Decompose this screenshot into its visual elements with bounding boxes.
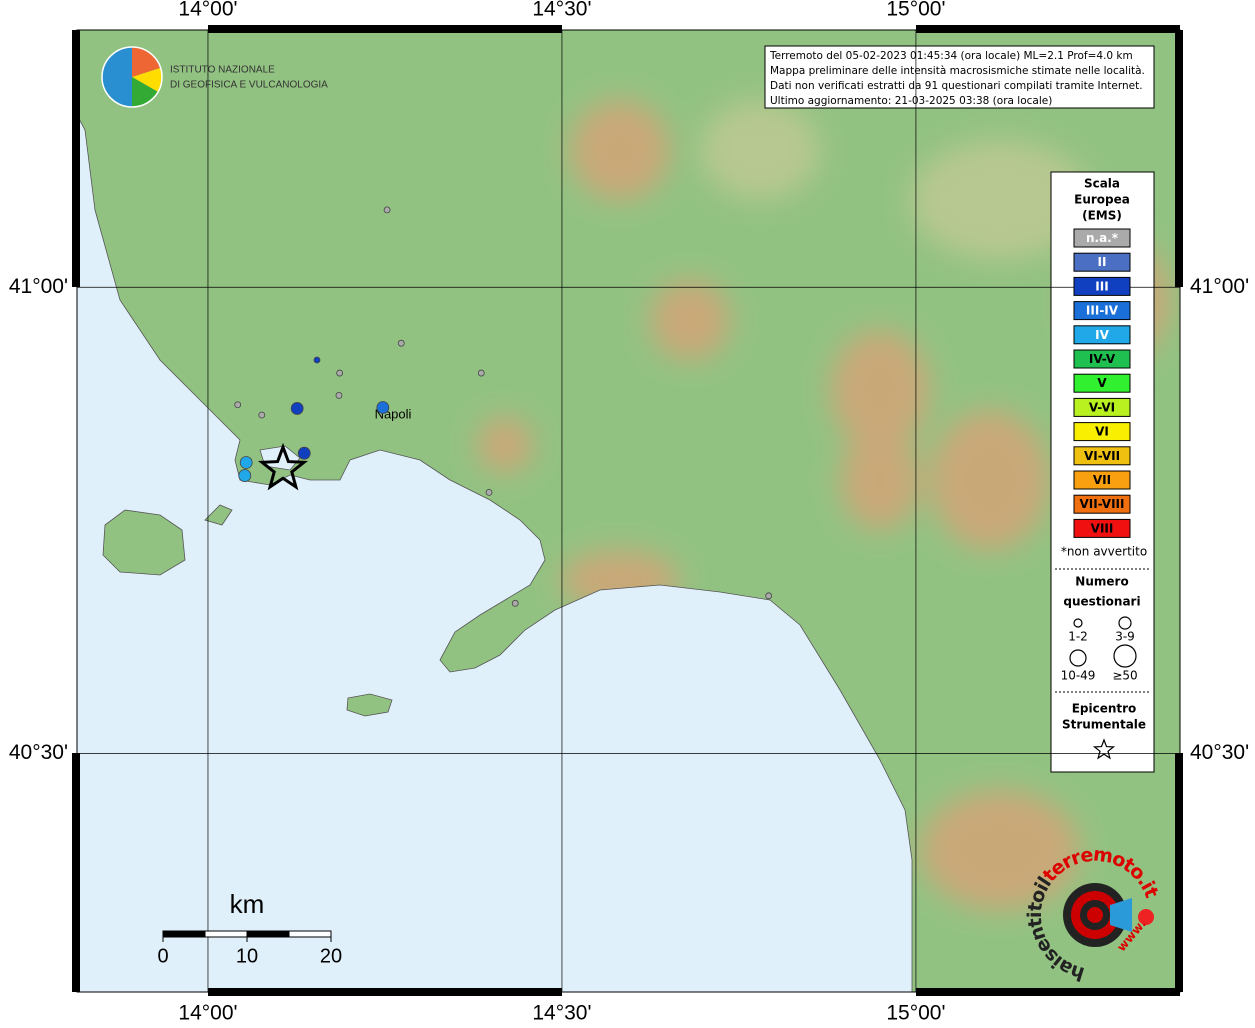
- island: [346, 693, 393, 717]
- legend-title: questionari: [1063, 595, 1140, 609]
- legend-swatch: [1073, 422, 1131, 442]
- legend-label: III-IV: [1086, 304, 1119, 318]
- legend-swatch: [1073, 373, 1131, 393]
- intensity-point: [239, 456, 253, 469]
- x-tick-label: 14°00': [178, 1002, 237, 1024]
- size-symbol: [1118, 616, 1132, 630]
- legend-title: Scala: [1084, 177, 1120, 191]
- info-box: Terremoto del 05-02-2023 01:45:34 (ora l…: [764, 45, 1155, 109]
- legend-swatch: [1073, 252, 1131, 272]
- intensity-point: [765, 592, 773, 600]
- info-line: Terremoto del 05-02-2023 01:45:34 (ora l…: [769, 50, 1133, 62]
- legend-label: III: [1095, 279, 1108, 293]
- legend-title: Strumentale: [1062, 718, 1146, 732]
- scale-segment: [162, 930, 206, 938]
- intensity-point: [511, 599, 519, 607]
- scale-label: 20: [320, 945, 342, 967]
- info-line: Ultimo aggiornamento: 21-03-2025 03:38 (…: [770, 95, 1052, 107]
- intensity-point: [313, 356, 321, 364]
- legend-swatch: [1073, 325, 1131, 345]
- legend-label: IV-V: [1089, 352, 1116, 366]
- legend-swatch: [1073, 494, 1131, 514]
- info-line: Mappa preliminare delle intensità macros…: [770, 65, 1145, 77]
- info-line: Dati non verificati estratti da 91 quest…: [770, 80, 1143, 92]
- y-tick-label: 41°00': [1190, 275, 1249, 298]
- frame: [72, 25, 1183, 996]
- epicenter: [258, 442, 308, 491]
- legend-swatch: [1073, 397, 1131, 417]
- legend-title: Europea: [1074, 193, 1130, 207]
- legend-swatch: [1073, 446, 1131, 466]
- legend-swatch: [1073, 301, 1131, 321]
- legend-note: *non avvertito: [1061, 545, 1147, 559]
- legend-epicenter: [1092, 738, 1116, 760]
- intensity-point: [477, 369, 485, 377]
- size-label: 1-2: [1068, 630, 1088, 644]
- scale-label: 10: [236, 945, 258, 967]
- legend-label: VI-VII: [1084, 449, 1120, 463]
- logo-text: DI GEOFISICA E VULCANOLOGIA: [170, 80, 328, 91]
- intensity-point: [335, 392, 343, 399]
- legend-swatch: [1073, 470, 1131, 490]
- legend-label: VII: [1093, 473, 1111, 487]
- logo: ISTITUTO NAZIONALE DI GEOFISICA E VULCAN…: [101, 46, 328, 108]
- scale-segment: [246, 930, 290, 938]
- intensity-point: [238, 469, 252, 482]
- legend-title: Numero: [1075, 575, 1128, 589]
- intensity-point: [383, 206, 391, 214]
- intensity-point: [485, 488, 493, 496]
- y-tick-label: 40°30': [1190, 741, 1249, 764]
- legend-title: Epicentro: [1072, 702, 1137, 716]
- size-symbol: [1069, 649, 1087, 667]
- legend-label: VI: [1095, 425, 1109, 439]
- intensity-point: [290, 402, 304, 415]
- intensity-point: [258, 411, 266, 419]
- sea: [77, 114, 913, 992]
- legend-swatch: [1073, 228, 1131, 248]
- legend-label: V-VI: [1089, 400, 1115, 414]
- intensity-point: [297, 446, 311, 460]
- legend-label: V: [1097, 376, 1107, 390]
- legend-swatch: [1073, 276, 1131, 296]
- terrain: [77, 30, 1180, 992]
- logo-text: ISTITUTO NAZIONALE: [170, 65, 275, 76]
- legend-label: n.a.*: [1086, 231, 1119, 245]
- legend-title: (EMS): [1082, 209, 1122, 223]
- y-tick-label: 40°30': [9, 741, 68, 764]
- legend-label: IV: [1095, 328, 1109, 342]
- size-symbol: [1113, 644, 1137, 668]
- size-label: ≥50: [1112, 669, 1137, 683]
- intensity-point: [336, 369, 344, 377]
- legend-swatch: [1073, 518, 1131, 538]
- x-tick-label: 14°00': [178, 0, 237, 21]
- x-tick-label: 15°00': [886, 0, 945, 21]
- scale-segment: [288, 930, 332, 938]
- intensity-point: [397, 339, 405, 347]
- size-label: 10-49: [1061, 669, 1096, 683]
- legend-swatch: [1073, 349, 1131, 369]
- size-symbol: [1073, 618, 1083, 628]
- size-label: 3-9: [1115, 630, 1135, 644]
- scale-title: km: [230, 889, 265, 919]
- island: [204, 504, 233, 526]
- legend-label: II: [1098, 255, 1107, 269]
- intensity-point: [234, 401, 242, 409]
- legend-label: VII-VIII: [1079, 497, 1124, 511]
- x-tick-label: 14°30': [532, 0, 591, 21]
- legend-label: VIII: [1091, 521, 1114, 535]
- scale-segment: [204, 930, 248, 938]
- intensity-point: [376, 401, 390, 414]
- x-tick-label: 15°00': [886, 1002, 945, 1024]
- y-tick-label: 41°00': [9, 275, 68, 298]
- scale-label: 0: [157, 945, 168, 967]
- x-tick-label: 14°30': [532, 1002, 591, 1024]
- island: [102, 509, 186, 576]
